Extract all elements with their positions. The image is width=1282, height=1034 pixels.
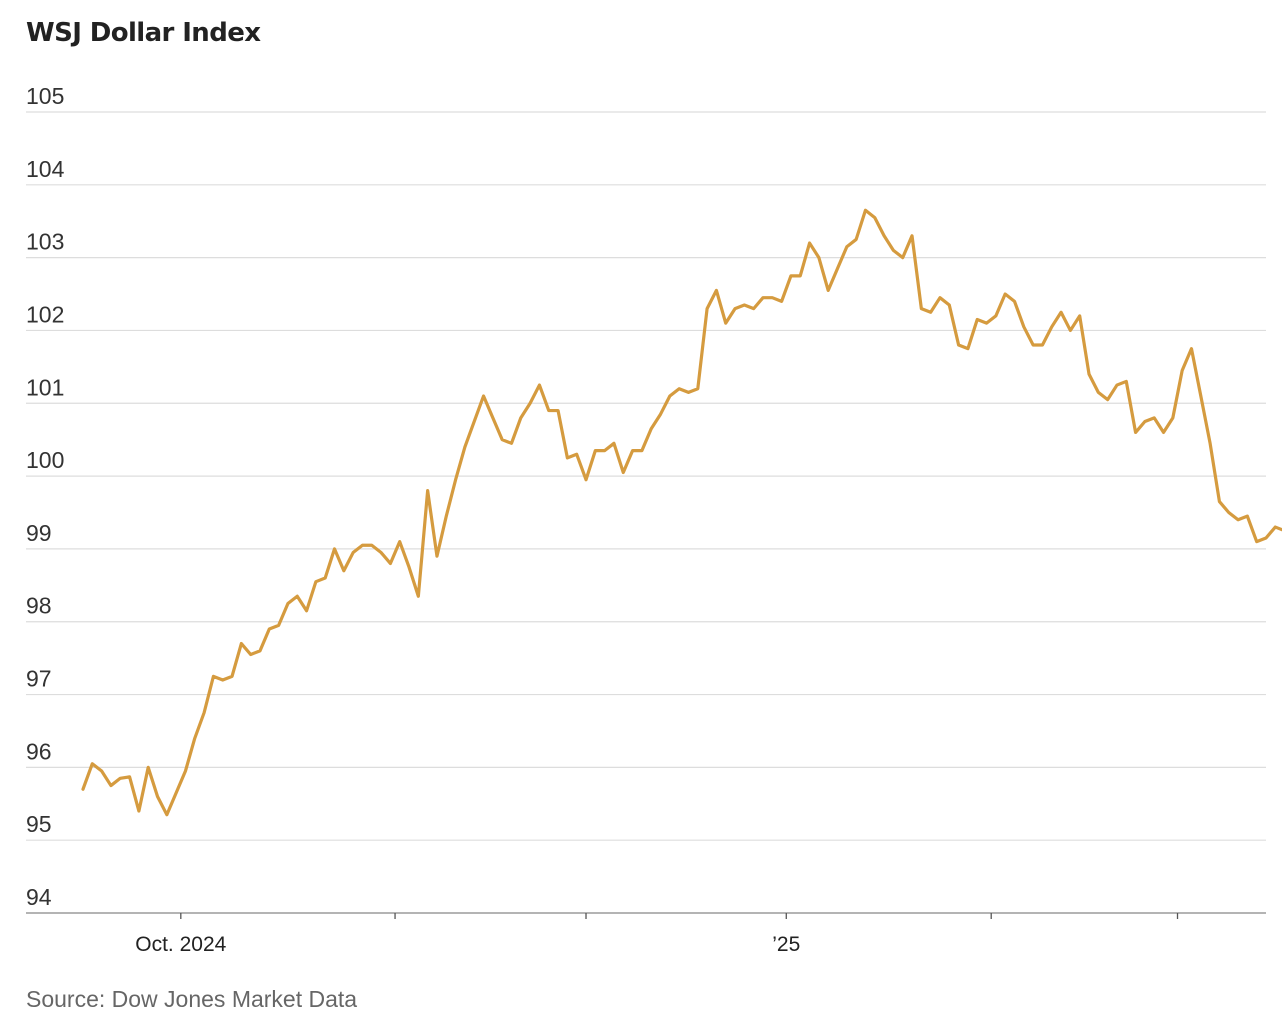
- y-tick-label-96: 96: [26, 738, 52, 764]
- gridlines: [26, 111, 1266, 841]
- y-tick-label-102: 102: [26, 301, 64, 327]
- series-line-wsj-dollar-index: [81, 208, 1282, 817]
- x-tick-label-1: ’25: [772, 933, 800, 956]
- y-tick-label-94: 94: [26, 884, 52, 910]
- y-tick-label-105: 105: [26, 83, 64, 109]
- y-tick-label-98: 98: [26, 593, 52, 619]
- chart-plot: 94 95 96 97 98 99 100 101 102 103 104 105 Oct. 2024…: [26, 83, 1282, 956]
- y-tick-label-101: 101: [26, 374, 64, 400]
- y-tick-label-100: 100: [26, 447, 64, 473]
- x-tick-label-0: Oct. 2024: [135, 933, 226, 956]
- y-tick-label-97: 97: [26, 666, 52, 692]
- x-axis-ticks: Oct. 2024 ’25: [135, 913, 1179, 956]
- chart-title: WSJ Dollar Index: [26, 18, 261, 48]
- y-tick-label-99: 99: [26, 520, 52, 546]
- y-axis-ticks: 94 95 96 97 98 99 100 101 102 103 104 105: [26, 83, 65, 910]
- y-tick-label-103: 103: [26, 229, 64, 255]
- y-tick-label-95: 95: [26, 811, 52, 837]
- y-tick-label-104: 104: [26, 156, 65, 182]
- source-note: Source: Dow Jones Market Data: [26, 986, 358, 1012]
